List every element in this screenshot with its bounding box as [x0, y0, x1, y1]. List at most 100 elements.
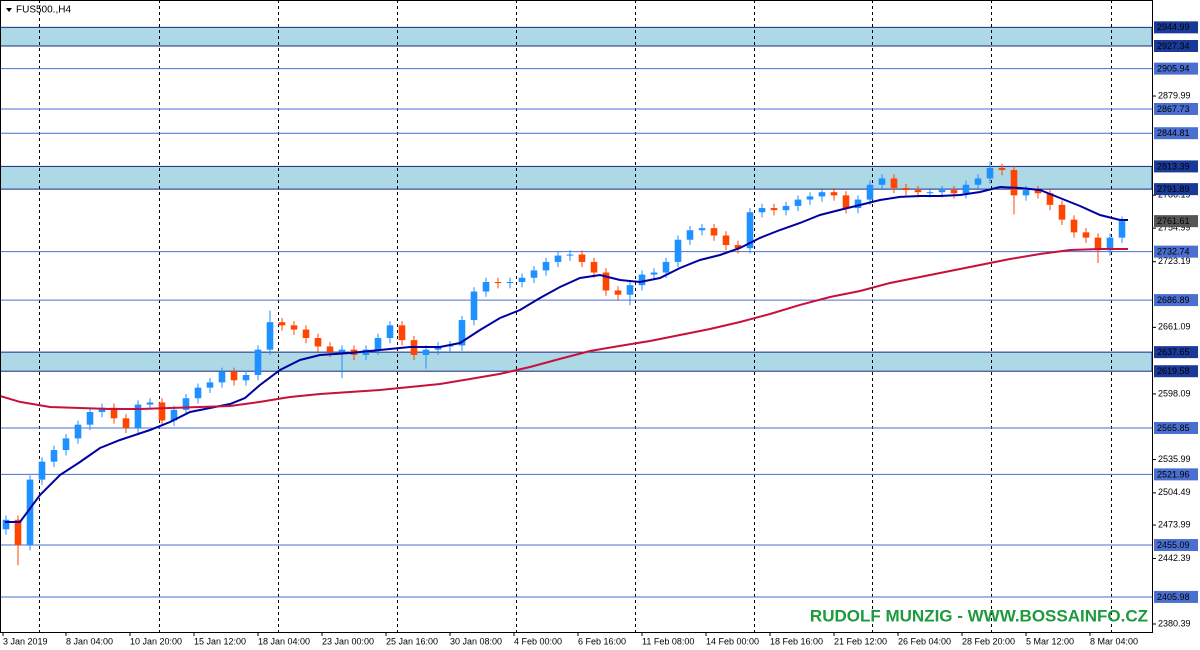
candle-body — [398, 325, 406, 341]
candle-body — [218, 371, 226, 383]
x-tick-label: 15 Jan 12:00 — [194, 636, 246, 646]
candle-body — [86, 411, 94, 425]
zone-label: 2813.39 — [1157, 161, 1190, 171]
candle-body — [374, 338, 382, 350]
current-price-label: 2761.61 — [1157, 216, 1190, 226]
candle-body — [986, 167, 994, 179]
zone-label: 2944.99 — [1157, 22, 1190, 32]
candle-body — [674, 239, 682, 262]
candle-body — [1058, 204, 1066, 220]
candle-body — [758, 208, 766, 213]
candle-body — [506, 282, 514, 284]
zone-label-box — [1154, 39, 1198, 52]
candle-body — [290, 325, 298, 330]
candle-body — [1034, 190, 1042, 194]
menu-arrow[interactable] — [6, 8, 12, 12]
candle-body — [710, 228, 718, 236]
level-label: 2455.09 — [1157, 540, 1190, 550]
candle-body — [458, 320, 466, 346]
x-tick-label: 4 Feb 00:00 — [514, 636, 562, 646]
candle-body — [542, 261, 550, 271]
moving-averages — [0, 185, 1128, 523]
y-tick-label: 2504.49 — [1158, 487, 1191, 497]
x-tick-label: 21 Feb 12:00 — [834, 636, 887, 646]
candle-body — [890, 178, 898, 188]
y-tick-label: 2380.39 — [1158, 618, 1191, 628]
levels — [0, 68, 1152, 598]
candle-body — [722, 235, 730, 246]
y-tick-label: 2661.09 — [1158, 322, 1191, 332]
candle-body — [134, 404, 142, 428]
candle-body — [662, 261, 670, 273]
candle-body — [638, 274, 646, 286]
candle-body — [194, 387, 202, 399]
candle-body — [146, 402, 154, 405]
candle-body — [614, 290, 622, 295]
candle-body — [266, 322, 274, 350]
candle-body — [566, 254, 574, 256]
candle-body — [206, 382, 214, 388]
zone-label-box — [1154, 160, 1198, 173]
y-tick-label: 2754.99 — [1158, 223, 1191, 233]
candle-body — [962, 184, 970, 194]
x-tick-label: 10 Jan 20:00 — [130, 636, 182, 646]
level-label-box — [1154, 539, 1198, 552]
candle-body — [338, 349, 346, 352]
x-tick-label: 3 Jan 2019 — [3, 636, 48, 646]
x-tick-label: 25 Jan 16:00 — [386, 636, 438, 646]
candle-body — [830, 192, 838, 196]
candle-body — [554, 255, 562, 262]
chart-title: FUS500.,H4 — [16, 5, 71, 16]
candle-body — [650, 272, 658, 275]
candle-body — [386, 325, 394, 339]
candle-body — [74, 424, 82, 439]
candle-body — [2, 519, 10, 530]
candle-body — [230, 371, 238, 381]
candle-body — [818, 192, 826, 197]
candle-body — [62, 438, 70, 451]
x-tick-label: 14 Feb 00:00 — [706, 636, 759, 646]
candle-body — [590, 261, 598, 273]
y-tick-label: 2723.19 — [1158, 256, 1191, 266]
candle-body — [122, 418, 130, 428]
candle-body — [278, 322, 286, 326]
candle-body — [782, 205, 790, 211]
candle-body — [26, 479, 34, 546]
candle-body — [38, 461, 46, 480]
candle-body — [1046, 193, 1054, 205]
candle-body — [878, 178, 886, 185]
candle-body — [1022, 190, 1030, 196]
level-label-box — [1154, 294, 1198, 307]
x-tick-label: 5 Mar 12:00 — [1026, 636, 1074, 646]
candle-body — [422, 349, 430, 355]
level-label-box — [1154, 468, 1198, 481]
candle-body — [1082, 232, 1090, 238]
axes: 2879.992786.192754.992723.192661.092598.… — [2, 21, 1198, 646]
candle-body — [470, 291, 478, 321]
zone-label-box — [1154, 183, 1198, 196]
candle-body — [158, 402, 166, 421]
candle-body — [1106, 237, 1114, 251]
candle-body — [518, 277, 526, 283]
x-tick-label: 11 Feb 08:00 — [642, 636, 694, 646]
candle-body — [794, 199, 802, 206]
candle-body — [170, 409, 178, 421]
candle-body — [938, 190, 946, 193]
candle-body — [974, 178, 982, 185]
candle-body — [530, 270, 538, 278]
level-label: 2867.73 — [1157, 104, 1190, 114]
zone-label: 2637.65 — [1157, 347, 1190, 357]
x-tick-label: 26 Feb 04:00 — [898, 636, 951, 646]
candle-body — [182, 398, 190, 410]
candle-body — [494, 282, 502, 284]
level-label-box — [1154, 590, 1198, 603]
y-tick-label: 2535.99 — [1158, 454, 1191, 464]
level-label-box — [1154, 245, 1198, 258]
candle-body — [746, 212, 754, 249]
moving-average — [0, 248, 1128, 410]
x-tick-label: 23 Jan 00:00 — [322, 636, 374, 646]
current-price-label-box — [1154, 215, 1198, 228]
zone-label-box — [1154, 21, 1198, 34]
